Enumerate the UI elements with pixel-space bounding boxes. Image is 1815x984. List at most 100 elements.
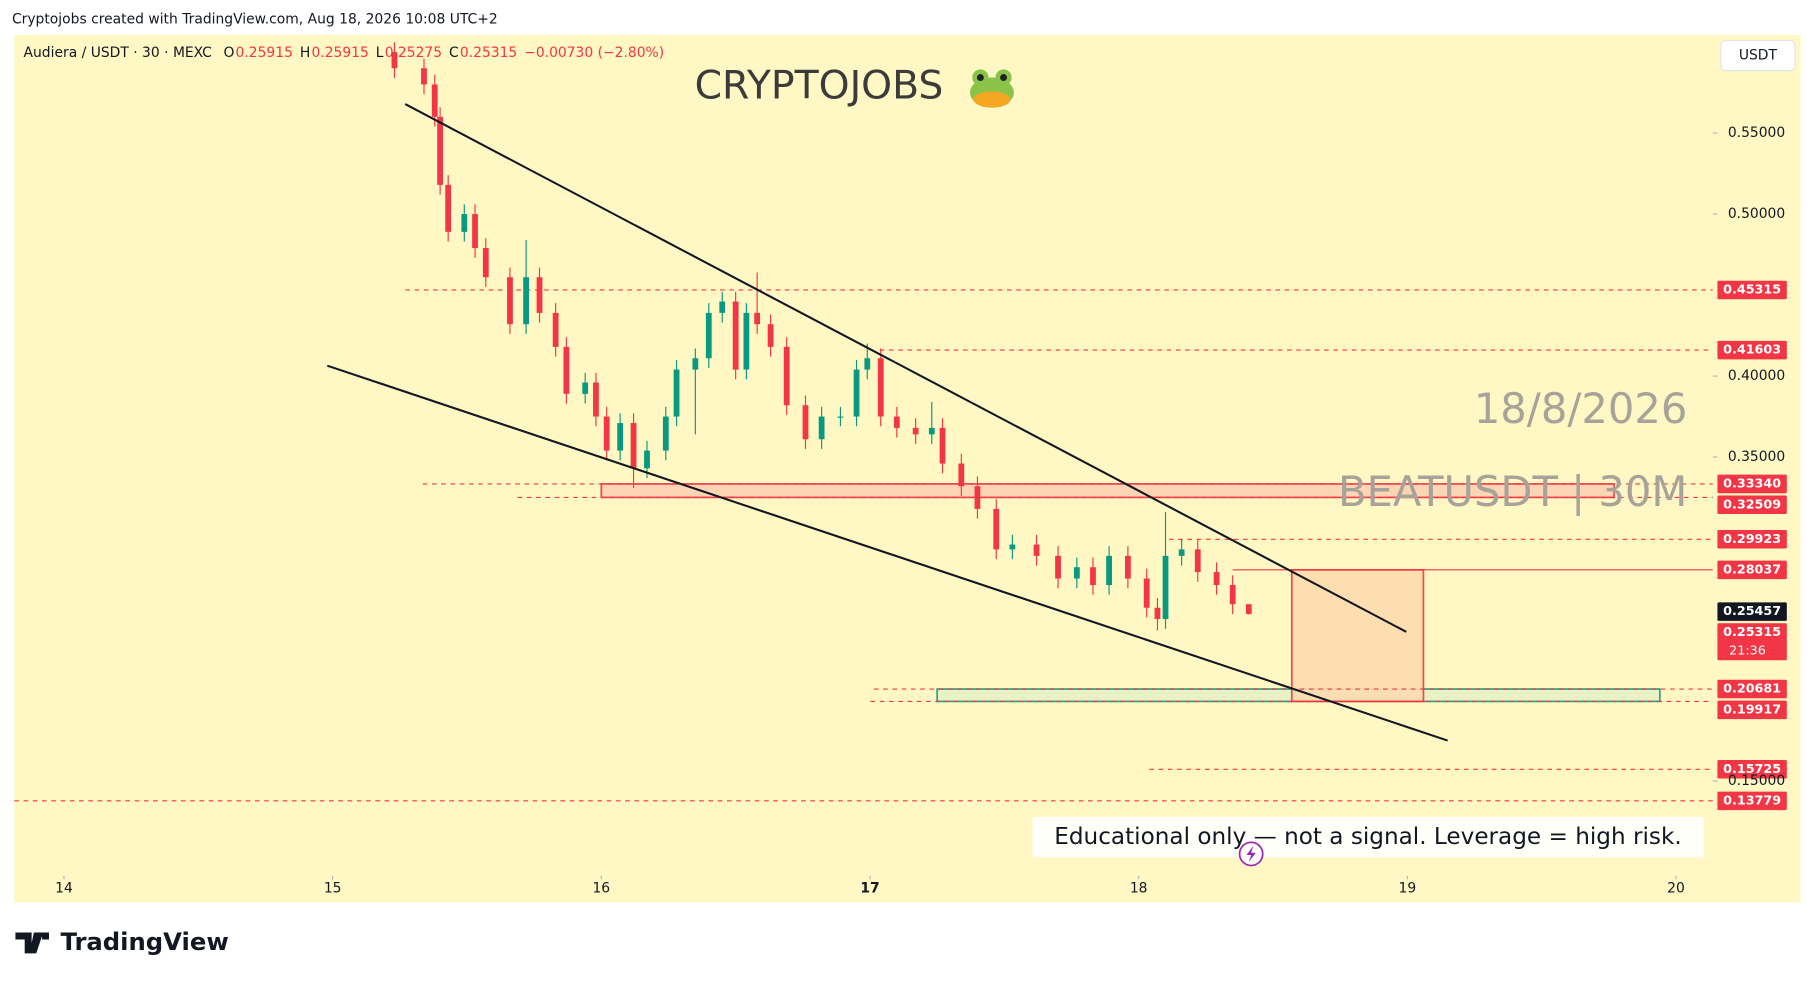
candle-body <box>958 463 965 487</box>
candle-body <box>603 416 610 451</box>
candle-body <box>705 312 712 359</box>
currency-button[interactable] <box>1720 39 1796 72</box>
candle-body <box>993 508 1000 550</box>
x-tick-label: 14 <box>55 881 73 897</box>
brand: TradingView <box>61 927 229 956</box>
price-label: 0.29923 <box>1723 531 1781 546</box>
legend-change: −0.00730 (−2.80%) <box>524 45 664 61</box>
candle-body <box>1033 544 1040 556</box>
candle-body <box>662 416 669 451</box>
candle-body <box>617 423 624 451</box>
candle-body <box>445 184 452 232</box>
price-label-box <box>1717 700 1787 720</box>
candle-body <box>391 52 398 69</box>
candle-body <box>818 416 825 440</box>
trendline <box>326 364 1448 742</box>
candle-body <box>1073 567 1080 579</box>
candle-body <box>893 416 900 428</box>
x-tick-label: 16 <box>592 881 610 897</box>
candle-body <box>939 427 946 464</box>
price-label: 0.25315 <box>1723 624 1781 639</box>
candle-body <box>802 405 809 440</box>
legend-key: L <box>376 45 384 61</box>
candle-body <box>523 277 529 325</box>
trendlines <box>326 103 1448 742</box>
candle-body <box>630 423 637 469</box>
candle-body <box>1125 555 1131 579</box>
candle-body <box>536 277 543 313</box>
y-tick-label: 0.40000 <box>1728 368 1785 384</box>
candle-body <box>1245 604 1252 614</box>
legend-key: O <box>223 45 234 61</box>
candle-body <box>431 84 438 117</box>
candle-body <box>719 301 726 313</box>
disclaimer-box <box>1032 816 1704 858</box>
zone <box>1290 568 1425 703</box>
candle-body <box>1178 549 1185 556</box>
candle-body <box>472 214 478 249</box>
candle-body <box>692 358 699 370</box>
candle-body <box>582 382 589 394</box>
event-icon-bolt <box>1246 845 1256 862</box>
x-tick-label: 18 <box>1130 881 1148 897</box>
price-label-box <box>1717 679 1787 699</box>
price-label-box <box>1717 530 1787 549</box>
x-tick-label: 19 <box>1398 881 1416 897</box>
candle-body <box>928 427 935 435</box>
price-label: 0.19917 <box>1723 701 1781 716</box>
axes: 0.55000 0.50000 0.40000 0.35000 0.15000 14 15 1… <box>55 125 1785 897</box>
candle-body <box>877 358 884 417</box>
candle-body <box>1009 544 1016 550</box>
candles <box>391 42 1252 631</box>
candle-body <box>1213 572 1220 586</box>
price-label-box <box>1717 474 1787 494</box>
candle-body <box>1162 555 1169 620</box>
legend-value: 0.25315 <box>460 45 517 61</box>
y-tick-label: 0.50000 <box>1728 206 1785 222</box>
watermark-title: CRYPTOJOBS <box>695 62 944 108</box>
y-tick-label: 0.35000 <box>1728 449 1785 465</box>
disclaimer: Educational only — not a signal. Leverag… <box>1054 824 1681 850</box>
candle-body <box>552 312 559 347</box>
candle-body <box>437 116 444 185</box>
price-label-box <box>1717 560 1787 580</box>
candle-body <box>743 312 750 370</box>
candle-body <box>673 369 680 417</box>
price-label: 0.15725 <box>1723 761 1781 776</box>
price-label: 0.25457 <box>1723 603 1781 618</box>
price-label: 0.32509 <box>1723 496 1781 511</box>
zones <box>600 483 1661 703</box>
x-tick-label: 17 <box>860 881 879 897</box>
candle-body <box>482 248 489 278</box>
candle-body <box>767 324 774 347</box>
price-label: 0.20681 <box>1723 681 1781 696</box>
y-tick-label: 0.55000 <box>1728 125 1785 141</box>
price-label-box <box>1717 602 1787 621</box>
countdown: 21:36 <box>1729 642 1766 657</box>
candle-body <box>563 346 570 394</box>
levels: 0.45315 0.41603 0.33340 0.32509 0.29923 0.280… <box>14 280 1787 811</box>
price-label: 0.28037 <box>1723 561 1781 576</box>
candle-body <box>1154 607 1161 620</box>
price-label: 0.33340 <box>1723 475 1781 490</box>
candle-body <box>593 382 599 417</box>
plot-panel <box>14 34 1801 903</box>
frog-icon <box>969 69 1014 108</box>
price-label: 0.13779 <box>1723 792 1781 807</box>
candle-body <box>1055 555 1061 579</box>
candle-body <box>864 358 871 370</box>
legend-value: 0.25915 <box>236 45 293 61</box>
candle-body <box>1090 567 1096 586</box>
price-label-box <box>1717 623 1787 661</box>
price-label: 0.41603 <box>1723 342 1781 357</box>
candle-body <box>783 346 790 406</box>
watermark-symbol: BEATUSDT | 30M <box>1338 467 1687 516</box>
price-label: 0.45315 <box>1723 281 1781 296</box>
x-tick-label: 20 <box>1667 881 1685 897</box>
candle-body <box>644 450 650 469</box>
candle-body <box>461 214 468 232</box>
price-label-box <box>1717 340 1787 360</box>
price-label-box <box>1717 280 1787 300</box>
